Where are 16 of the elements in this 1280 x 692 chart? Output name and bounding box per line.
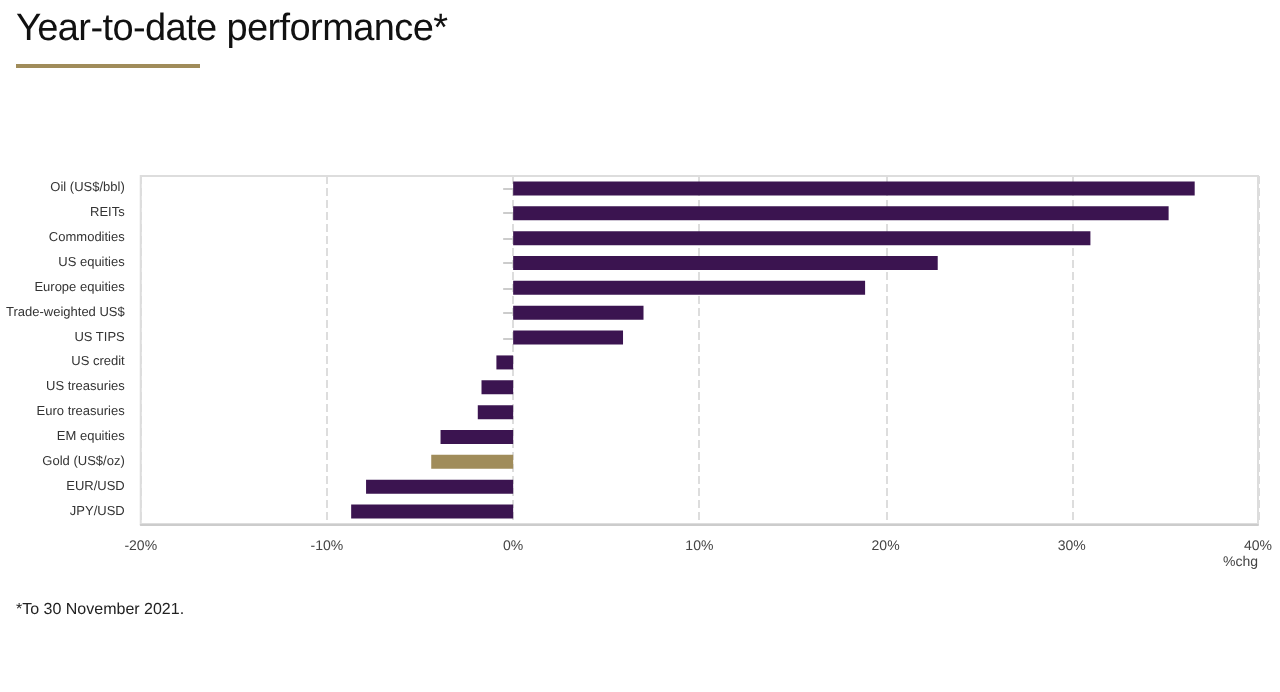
bar bbox=[481, 380, 514, 395]
bar bbox=[496, 355, 514, 370]
bar bbox=[513, 256, 938, 270]
bar bbox=[351, 504, 514, 519]
bar bbox=[513, 280, 866, 295]
bar bbox=[477, 405, 514, 420]
bar bbox=[366, 479, 514, 494]
bar bbox=[513, 206, 1169, 221]
bar bbox=[513, 305, 644, 320]
bar bbox=[513, 181, 1195, 196]
bar bbox=[513, 330, 624, 345]
text: *To 30 November 2021. bbox=[16, 600, 187, 620]
bar bbox=[431, 454, 514, 469]
chart-title: Year-to-date performance* bbox=[16, 8, 448, 52]
bar bbox=[513, 231, 1091, 246]
bar bbox=[440, 430, 514, 444]
